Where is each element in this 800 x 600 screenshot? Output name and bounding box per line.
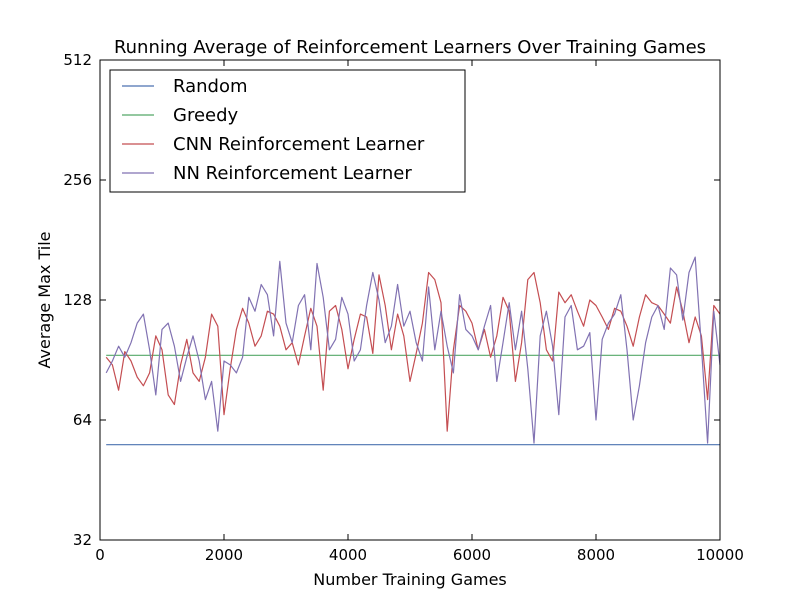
series-nn-line [105, 256, 721, 444]
legend-box [109, 69, 466, 193]
legend-label: Random [173, 76, 248, 97]
legend-item-random: Random [122, 76, 248, 97]
y-tick-label: 128 [63, 291, 92, 309]
plot-lines [105, 256, 721, 446]
legend-label: CNN Reinforcement Learner [173, 134, 425, 155]
x-tick-label: 6000 [453, 546, 491, 564]
x-tick-label: 10000 [696, 546, 744, 564]
y-tick-label: 512 [63, 51, 92, 69]
y-tick-label: 64 [73, 411, 92, 429]
axis-ticks: 0 2000 4000 6000 8000 10000 32 64 128 256 512 [63, 51, 744, 564]
legend-label: NN Reinforcement Learner [173, 163, 412, 184]
legend-item-cnn: CNN Reinforcement Learner [122, 134, 425, 155]
y-tick-label: 256 [63, 171, 92, 189]
chart-title: Running Average of Reinforcement Learner… [114, 37, 706, 58]
legend-item-nn: NN Reinforcement Learner [122, 163, 412, 184]
legend-label: Greedy [173, 105, 239, 126]
series-cnn-line [105, 271, 721, 432]
x-tick-label: 2000 [205, 546, 243, 564]
x-tick-label: 0 [95, 546, 105, 564]
y-tick-label: 32 [73, 531, 92, 549]
legend-item-greedy: Greedy [122, 105, 239, 126]
x-tick-label: 4000 [329, 546, 367, 564]
x-axis-label: Number Training Games [313, 570, 507, 589]
y-axis-label: Average Max Tile [35, 232, 54, 369]
x-tick-label: 8000 [577, 546, 615, 564]
legend: Random Greedy CNN Reinforcement Learner NN … [109, 69, 466, 193]
